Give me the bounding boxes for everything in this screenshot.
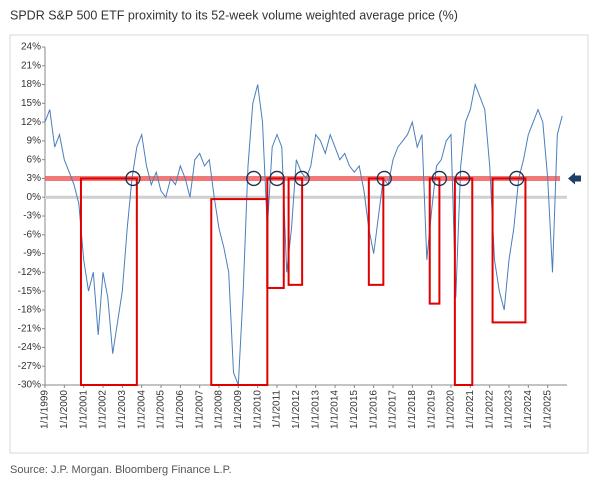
highlight-circle [125, 170, 141, 187]
x-tick-label: 1/1/2015 [349, 390, 360, 429]
x-tick-label: 1/1/2008 [214, 390, 225, 429]
y-tick-label: 24% [21, 42, 41, 53]
x-tick-label: 1/1/2003 [117, 390, 128, 429]
y-tick-label: 18% [21, 79, 41, 90]
highlight-circle [431, 170, 448, 187]
x-tick-label: 1/1/1999 [40, 390, 51, 429]
y-tick-label: 21% [21, 60, 41, 71]
highlight-box [266, 177, 285, 289]
x-tick-label: 1/1/2016 [368, 390, 379, 429]
y-tick-label: 15% [21, 98, 41, 109]
x-tick-label: 1/1/2012 [291, 390, 302, 429]
data-line [44, 82, 563, 386]
y-tick-label: -30% [18, 380, 41, 391]
y-tick-label: -9% [23, 248, 41, 259]
chart-frame [9, 34, 589, 454]
x-tick-label: 1/1/2023 [504, 390, 515, 429]
y-tick-label: 0% [27, 192, 42, 203]
y-tick-label: -18% [18, 305, 41, 316]
x-tick-label: 1/1/2018 [407, 390, 418, 429]
x-tick-label: 1/1/2011 [272, 390, 283, 429]
x-tick-label: 1/1/2002 [98, 390, 109, 429]
x-tick-label: 1/1/2022 [484, 390, 495, 429]
highlight-circle [294, 170, 310, 187]
x-tick-label: 1/1/2019 [426, 390, 437, 429]
x-tick-label: 1/1/2006 [175, 390, 186, 429]
x-tick-label: 1/1/2017 [388, 390, 399, 429]
x-tick-label: 1/1/2010 [252, 390, 263, 429]
y-tick-label: -3% [23, 211, 41, 222]
x-tick-label: 1/1/2025 [542, 390, 553, 429]
y-tick-label: -15% [18, 286, 41, 297]
y-tick-label: 12% [21, 117, 41, 128]
highlight-box [428, 177, 441, 305]
x-tick-label: 1/1/2005 [156, 390, 167, 429]
x-tick-label: 1/1/2020 [446, 390, 457, 429]
x-tick-label: 1/1/2009 [233, 390, 244, 429]
highlight-box [287, 177, 304, 286]
highlight-circle [246, 170, 262, 187]
y-tick-label: -21% [18, 323, 41, 334]
y-tick-label: -27% [18, 361, 41, 372]
highlight-box [453, 177, 474, 386]
x-tick-label: 1/1/2014 [330, 390, 341, 429]
x-tick-label: 1/1/2004 [136, 390, 147, 429]
reference-arrow [568, 172, 581, 185]
x-tick-label: 1/1/2024 [523, 390, 534, 429]
highlight-box [367, 177, 385, 286]
x-tick-label: 1/1/2001 [78, 390, 89, 429]
highlight-box [79, 177, 138, 386]
x-tick-label: 1/1/2013 [310, 390, 321, 429]
highlight-circle [454, 170, 471, 187]
y-tick-label: -12% [18, 267, 41, 278]
highlight-circle [269, 170, 285, 187]
highlight-circle [509, 170, 525, 187]
y-tick-label: 9% [27, 136, 42, 147]
y-tick-label: -24% [18, 342, 41, 353]
highlight-box [210, 198, 269, 386]
x-tick-label: 1/1/2000 [59, 390, 70, 429]
highlight-circle [376, 170, 392, 187]
source-note: Source: J.P. Morgan. Bloomberg Finance L… [10, 464, 232, 476]
x-tick-label: 1/1/2021 [465, 390, 476, 429]
y-tick-label: -6% [23, 229, 41, 240]
highlight-box [491, 177, 527, 324]
y-tick-label: 3% [27, 173, 42, 184]
chart-title: SPDR S&P 500 ETF proximity to its 52-wee… [10, 8, 458, 22]
y-tick-label: 6% [27, 154, 42, 165]
x-tick-label: 1/1/2007 [194, 390, 205, 429]
